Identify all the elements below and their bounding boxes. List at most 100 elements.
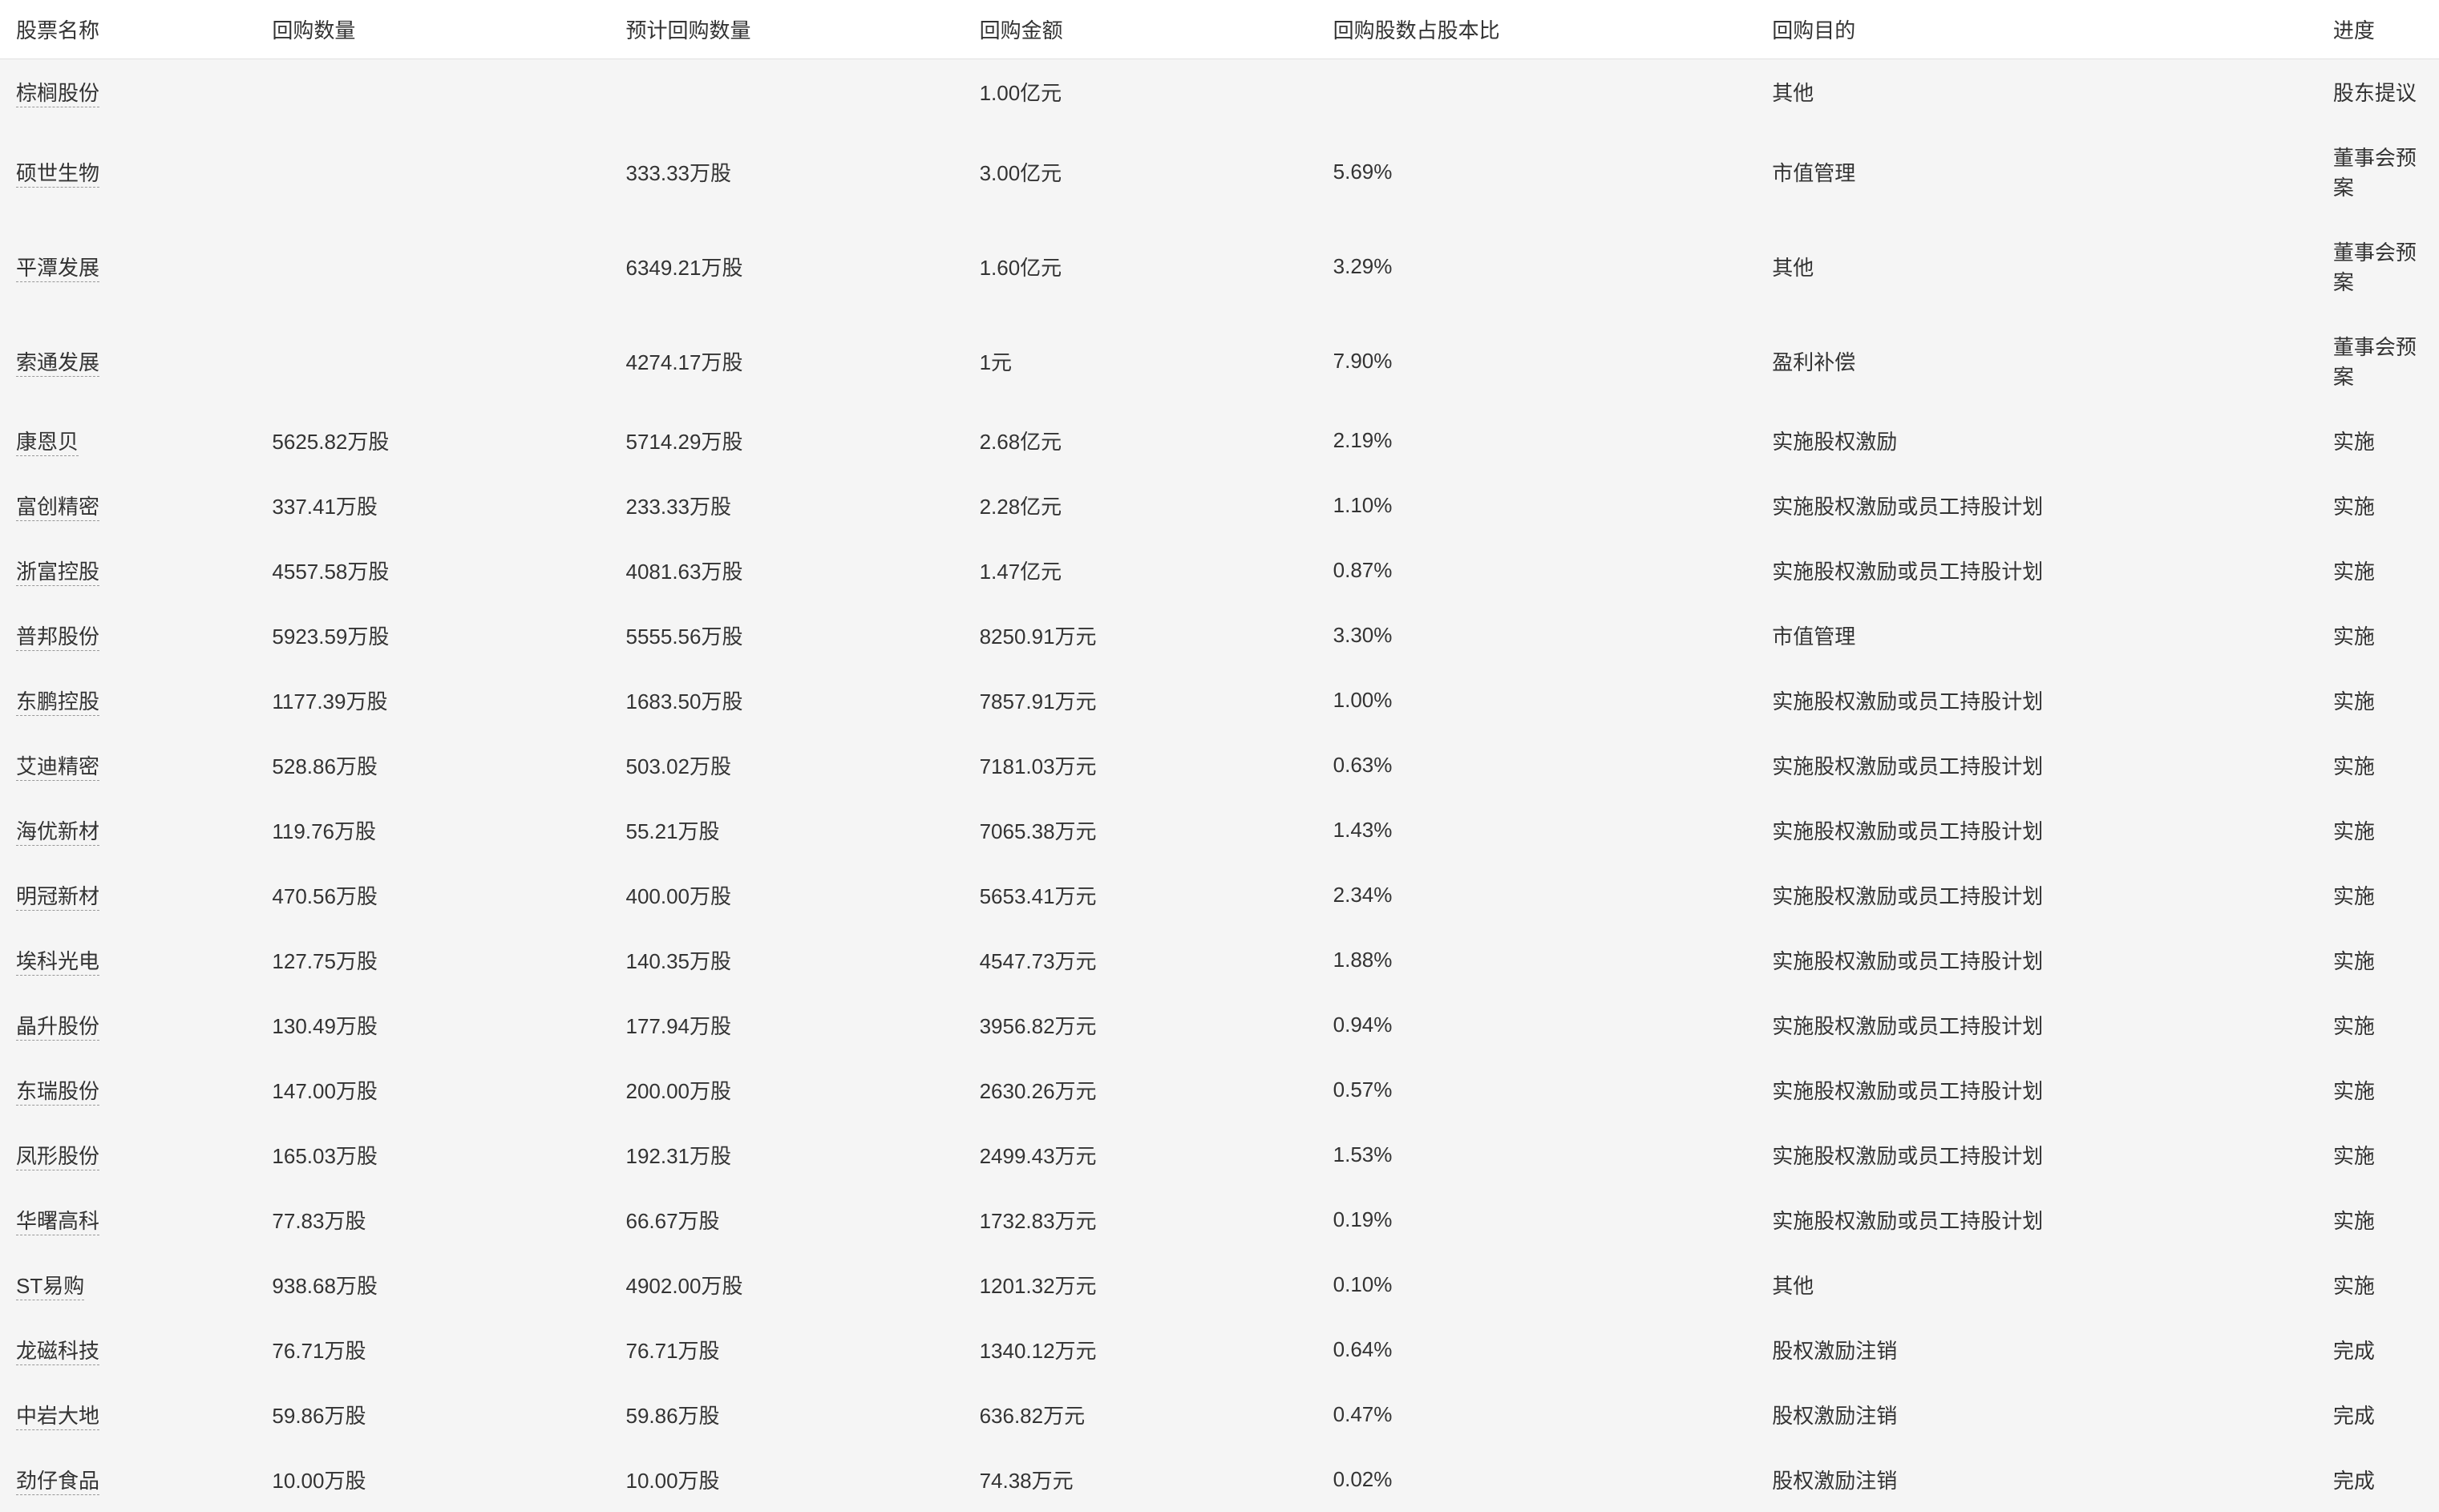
table-row: 劲仔食品10.00万股10.00万股74.38万元0.02%股权激励注销完成 <box>0 1447 2439 1512</box>
stock-name-link[interactable]: ST易购 <box>16 1274 84 1300</box>
stock-name-link[interactable]: 平潭发展 <box>16 256 99 282</box>
table-row: 东瑞股份147.00万股200.00万股2630.26万元0.57%实施股权激励… <box>0 1057 2439 1122</box>
cell-progress: 实施 <box>2317 1252 2439 1317</box>
table-row: 凤形股份165.03万股192.31万股2499.43万元1.53%实施股权激励… <box>0 1122 2439 1187</box>
stock-name-link[interactable]: 晶升股份 <box>16 1014 99 1041</box>
cell-pct: 0.63% <box>1317 733 1757 798</box>
stock-name-link[interactable]: 艾迪精密 <box>16 754 99 781</box>
table-row: 晶升股份130.49万股177.94万股3956.82万元0.94%实施股权激励… <box>0 993 2439 1057</box>
cell-amount: 3.00亿元 <box>964 124 1317 219</box>
cell-progress: 董事会预案 <box>2317 124 2439 219</box>
cell-amount: 1201.32万元 <box>964 1252 1317 1317</box>
cell-purpose: 其他 <box>1756 1252 2317 1317</box>
cell-purpose: 市值管理 <box>1756 603 2317 668</box>
cell-pct: 2.19% <box>1317 408 1757 473</box>
cell-qty: 10.00万股 <box>256 1447 609 1512</box>
col-header-qty[interactable]: 回购数量 <box>256 0 609 59</box>
cell-est-qty: 333.33万股 <box>609 124 963 219</box>
cell-stock-name: 浙富控股 <box>0 538 256 603</box>
stock-name-link[interactable]: 东瑞股份 <box>16 1079 99 1106</box>
stock-name-link[interactable]: 明冠新材 <box>16 884 99 911</box>
cell-purpose: 实施股权激励或员工持股计划 <box>1756 1057 2317 1122</box>
cell-stock-name: 海优新材 <box>0 798 256 863</box>
stock-name-link[interactable]: 东鹏控股 <box>16 689 99 716</box>
cell-amount: 4547.73万元 <box>964 928 1317 993</box>
cell-pct: 0.57% <box>1317 1057 1757 1122</box>
cell-est-qty: 66.67万股 <box>609 1187 963 1252</box>
cell-progress: 董事会预案 <box>2317 219 2439 313</box>
stock-name-link[interactable]: 硕世生物 <box>16 161 99 188</box>
cell-stock-name: 凤形股份 <box>0 1122 256 1187</box>
cell-qty: 938.68万股 <box>256 1252 609 1317</box>
cell-qty: 127.75万股 <box>256 928 609 993</box>
cell-amount: 7857.91万元 <box>964 668 1317 733</box>
table-row: 浙富控股4557.58万股4081.63万股1.47亿元0.87%实施股权激励或… <box>0 538 2439 603</box>
cell-qty: 130.49万股 <box>256 993 609 1057</box>
col-header-pct[interactable]: 回购股数占股本比 <box>1317 0 1757 59</box>
cell-amount: 1340.12万元 <box>964 1317 1317 1382</box>
buyback-table-container: 股票名称 回购数量 预计回购数量 回购金额 回购股数占股本比 回购目的 进度 棕… <box>0 0 2439 1512</box>
cell-qty: 147.00万股 <box>256 1057 609 1122</box>
col-header-amount[interactable]: 回购金额 <box>964 0 1317 59</box>
cell-qty <box>256 59 609 125</box>
cell-progress: 董事会预案 <box>2317 313 2439 408</box>
stock-name-link[interactable]: 浙富控股 <box>16 560 99 586</box>
col-header-purpose[interactable]: 回购目的 <box>1756 0 2317 59</box>
cell-progress: 实施 <box>2317 668 2439 733</box>
stock-name-link[interactable]: 索通发展 <box>16 350 99 377</box>
table-header: 股票名称 回购数量 预计回购数量 回购金额 回购股数占股本比 回购目的 进度 <box>0 0 2439 59</box>
stock-name-link[interactable]: 普邦股份 <box>16 625 99 651</box>
cell-est-qty: 1683.50万股 <box>609 668 963 733</box>
cell-est-qty: 177.94万股 <box>609 993 963 1057</box>
cell-est-qty <box>609 59 963 125</box>
cell-progress: 实施 <box>2317 863 2439 928</box>
cell-pct: 2.34% <box>1317 863 1757 928</box>
cell-progress: 实施 <box>2317 733 2439 798</box>
cell-est-qty: 400.00万股 <box>609 863 963 928</box>
cell-est-qty: 503.02万股 <box>609 733 963 798</box>
cell-est-qty: 233.33万股 <box>609 473 963 538</box>
stock-name-link[interactable]: 龙磁科技 <box>16 1339 99 1365</box>
cell-amount: 2.68亿元 <box>964 408 1317 473</box>
cell-stock-name: 晶升股份 <box>0 993 256 1057</box>
cell-purpose: 实施股权激励或员工持股计划 <box>1756 863 2317 928</box>
cell-pct: 1.00% <box>1317 668 1757 733</box>
cell-stock-name: 埃科光电 <box>0 928 256 993</box>
col-header-progress[interactable]: 进度 <box>2317 0 2439 59</box>
cell-amount: 7181.03万元 <box>964 733 1317 798</box>
table-row: 康恩贝5625.82万股5714.29万股2.68亿元2.19%实施股权激励实施 <box>0 408 2439 473</box>
stock-name-link[interactable]: 中岩大地 <box>16 1404 99 1430</box>
table-header-row: 股票名称 回购数量 预计回购数量 回购金额 回购股数占股本比 回购目的 进度 <box>0 0 2439 59</box>
cell-progress: 完成 <box>2317 1447 2439 1512</box>
cell-stock-name: 富创精密 <box>0 473 256 538</box>
stock-name-link[interactable]: 华曙高科 <box>16 1209 99 1235</box>
stock-name-link[interactable]: 劲仔食品 <box>16 1469 99 1495</box>
col-header-stock-name[interactable]: 股票名称 <box>0 0 256 59</box>
cell-amount: 1元 <box>964 313 1317 408</box>
table-row: 中岩大地59.86万股59.86万股636.82万元0.47%股权激励注销完成 <box>0 1382 2439 1447</box>
table-row: 埃科光电127.75万股140.35万股4547.73万元1.88%实施股权激励… <box>0 928 2439 993</box>
cell-est-qty: 10.00万股 <box>609 1447 963 1512</box>
stock-name-link[interactable]: 富创精密 <box>16 495 99 521</box>
cell-purpose: 实施股权激励或员工持股计划 <box>1756 668 2317 733</box>
col-header-est-qty[interactable]: 预计回购数量 <box>609 0 963 59</box>
table-row: 明冠新材470.56万股400.00万股5653.41万元2.34%实施股权激励… <box>0 863 2439 928</box>
cell-purpose: 股权激励注销 <box>1756 1317 2317 1382</box>
stock-name-link[interactable]: 棕榈股份 <box>16 81 99 107</box>
table-row: 富创精密337.41万股233.33万股2.28亿元1.10%实施股权激励或员工… <box>0 473 2439 538</box>
cell-purpose: 实施股权激励或员工持股计划 <box>1756 928 2317 993</box>
cell-amount: 3956.82万元 <box>964 993 1317 1057</box>
cell-qty: 5923.59万股 <box>256 603 609 668</box>
stock-name-link[interactable]: 埃科光电 <box>16 949 99 976</box>
table-row: 艾迪精密528.86万股503.02万股7181.03万元0.63%实施股权激励… <box>0 733 2439 798</box>
cell-amount: 1.47亿元 <box>964 538 1317 603</box>
cell-purpose: 实施股权激励 <box>1756 408 2317 473</box>
cell-amount: 7065.38万元 <box>964 798 1317 863</box>
table-row: 硕世生物333.33万股3.00亿元5.69%市值管理董事会预案 <box>0 124 2439 219</box>
stock-name-link[interactable]: 康恩贝 <box>16 430 79 456</box>
cell-qty <box>256 124 609 219</box>
cell-progress: 实施 <box>2317 993 2439 1057</box>
stock-name-link[interactable]: 凤形股份 <box>16 1144 99 1170</box>
cell-qty: 5625.82万股 <box>256 408 609 473</box>
stock-name-link[interactable]: 海优新材 <box>16 819 99 846</box>
